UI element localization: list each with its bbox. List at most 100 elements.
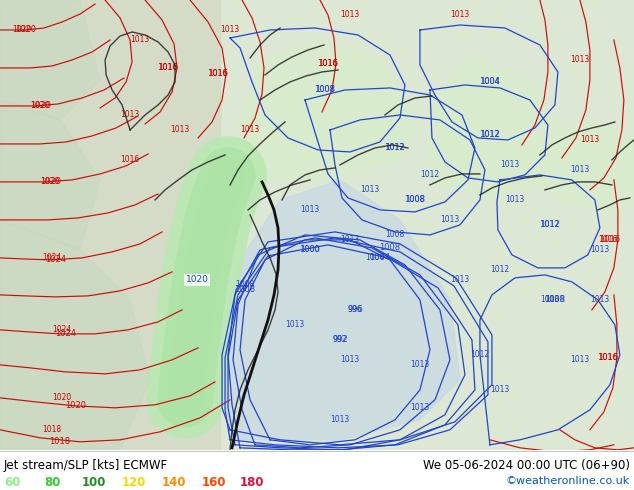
Text: 1013: 1013 xyxy=(540,295,560,304)
Text: 1020: 1020 xyxy=(30,101,51,110)
Text: 100: 100 xyxy=(82,476,107,489)
Text: We 05-06-2024 00:00 UTC (06+90): We 05-06-2024 00:00 UTC (06+90) xyxy=(423,459,630,472)
Text: 1012: 1012 xyxy=(385,144,404,152)
Text: 1018: 1018 xyxy=(42,425,61,434)
Text: 1020: 1020 xyxy=(186,275,209,284)
Text: 1016: 1016 xyxy=(318,59,339,69)
Text: 1020: 1020 xyxy=(39,177,61,186)
Text: 1013: 1013 xyxy=(450,275,470,284)
Text: 1000: 1000 xyxy=(299,245,321,254)
Text: 1013: 1013 xyxy=(410,403,430,413)
Text: 1013: 1013 xyxy=(330,416,349,424)
Polygon shape xyxy=(540,120,634,220)
Text: 1013: 1013 xyxy=(131,35,150,45)
Text: 1013: 1013 xyxy=(340,355,359,365)
Text: 1004: 1004 xyxy=(480,77,500,86)
Text: 1013: 1013 xyxy=(505,196,524,204)
Text: 1013: 1013 xyxy=(340,10,359,20)
Text: 1013: 1013 xyxy=(360,185,380,195)
Polygon shape xyxy=(240,40,420,180)
Text: 1016: 1016 xyxy=(158,64,178,73)
Text: 1000: 1000 xyxy=(301,245,320,254)
Text: 1024: 1024 xyxy=(53,325,72,334)
Text: 1004: 1004 xyxy=(365,253,385,263)
Text: 1013: 1013 xyxy=(570,355,590,365)
Polygon shape xyxy=(0,220,150,450)
Text: 1013: 1013 xyxy=(120,110,139,120)
Text: 1013: 1013 xyxy=(285,320,304,329)
Text: 1012: 1012 xyxy=(479,130,500,140)
Text: 140: 140 xyxy=(162,476,186,489)
Text: 996: 996 xyxy=(347,305,362,315)
Text: 1013: 1013 xyxy=(221,25,240,34)
Text: 1020: 1020 xyxy=(13,25,32,34)
Text: ©weatheronline.co.uk: ©weatheronline.co.uk xyxy=(506,476,630,486)
Polygon shape xyxy=(430,60,570,200)
Text: 1020: 1020 xyxy=(65,401,86,410)
Text: 1008: 1008 xyxy=(235,285,256,294)
Text: 996: 996 xyxy=(347,305,363,315)
Text: 1012: 1012 xyxy=(384,144,406,152)
Text: 1004: 1004 xyxy=(370,253,391,263)
Text: 1008: 1008 xyxy=(404,196,425,204)
Text: 1020: 1020 xyxy=(53,393,72,402)
Text: 1016: 1016 xyxy=(120,155,139,165)
Text: Jet stream/SLP [kts] ECMWF: Jet stream/SLP [kts] ECMWF xyxy=(4,459,168,472)
Text: 1013: 1013 xyxy=(301,205,320,215)
Text: 1012: 1012 xyxy=(481,130,500,140)
Text: 1016: 1016 xyxy=(598,235,618,245)
Text: 1016: 1016 xyxy=(157,64,179,73)
Text: 1012: 1012 xyxy=(490,266,510,274)
Text: 1008: 1008 xyxy=(379,244,401,252)
Text: 1013: 1013 xyxy=(240,125,260,134)
Text: 120: 120 xyxy=(122,476,146,489)
Text: 1012: 1012 xyxy=(540,220,559,229)
Text: 1024: 1024 xyxy=(44,255,65,265)
Text: 1020: 1020 xyxy=(30,101,49,110)
Text: 1018: 1018 xyxy=(49,437,70,446)
Text: 1013: 1013 xyxy=(441,216,460,224)
Text: 1012: 1012 xyxy=(540,220,560,229)
Text: 1013: 1013 xyxy=(570,55,590,65)
Text: 1008: 1008 xyxy=(315,85,335,95)
Text: 1024: 1024 xyxy=(42,253,61,263)
Text: 1013: 1013 xyxy=(580,135,600,145)
Text: 992: 992 xyxy=(333,335,347,344)
Text: 1008: 1008 xyxy=(314,85,335,95)
Text: 180: 180 xyxy=(240,476,264,489)
Text: 1004: 1004 xyxy=(479,77,500,86)
Text: 1013: 1013 xyxy=(171,125,190,134)
Text: 1008: 1008 xyxy=(385,230,404,240)
Text: 1024: 1024 xyxy=(55,329,75,339)
Text: 1013: 1013 xyxy=(500,160,519,170)
Text: 1013: 1013 xyxy=(590,245,609,254)
Text: 1016: 1016 xyxy=(597,353,618,363)
Text: 1013: 1013 xyxy=(590,295,609,304)
Text: 60: 60 xyxy=(4,476,20,489)
Text: 1016: 1016 xyxy=(598,353,618,363)
Text: 1008: 1008 xyxy=(545,295,564,304)
Text: 1013: 1013 xyxy=(410,360,430,369)
Text: 1020: 1020 xyxy=(15,25,36,34)
Text: 1020: 1020 xyxy=(41,177,60,186)
Text: 160: 160 xyxy=(202,476,226,489)
Bar xyxy=(0,0,220,450)
Text: 1008: 1008 xyxy=(235,280,255,290)
Text: 1013: 1013 xyxy=(450,10,470,20)
Text: 1013: 1013 xyxy=(570,166,590,174)
Text: 1016: 1016 xyxy=(318,59,338,69)
Text: 1012: 1012 xyxy=(470,350,489,359)
Text: 1016: 1016 xyxy=(207,70,229,78)
Text: 80: 80 xyxy=(44,476,60,489)
Text: 992: 992 xyxy=(332,335,348,344)
Text: 1013: 1013 xyxy=(340,235,359,245)
Text: 1012: 1012 xyxy=(420,171,439,179)
Polygon shape xyxy=(0,100,100,250)
Text: 1008: 1008 xyxy=(405,196,425,204)
Polygon shape xyxy=(0,0,100,120)
Polygon shape xyxy=(220,180,460,440)
Text: 1013: 1013 xyxy=(490,385,510,394)
Text: 1016: 1016 xyxy=(599,235,621,245)
Text: 1016: 1016 xyxy=(209,70,228,78)
Text: 1008: 1008 xyxy=(545,295,566,304)
